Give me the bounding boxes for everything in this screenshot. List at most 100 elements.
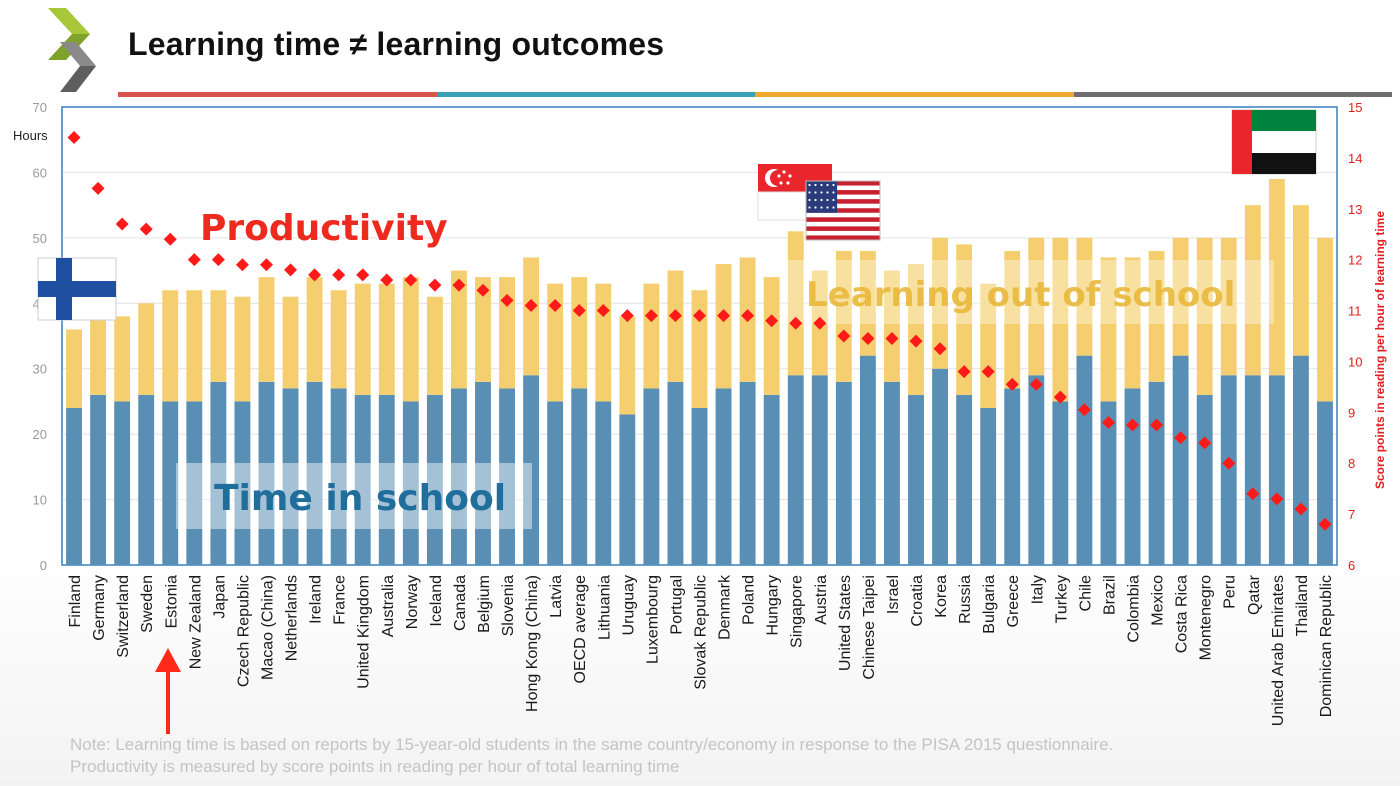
right-axis-tick-label: 8 [1348, 456, 1355, 471]
productivity-marker [813, 316, 827, 330]
category-label: Chinese Taipei [861, 575, 878, 680]
productivity-marker [789, 316, 803, 330]
bar-time-in-school [1220, 375, 1237, 565]
productivity-marker [1222, 456, 1236, 470]
bar-learning-out-of-school [643, 283, 660, 389]
left-axis-tick-label: 20 [33, 427, 47, 442]
category-label: Mexico [1150, 575, 1167, 626]
right-axis-tick-label: 10 [1348, 354, 1362, 369]
bar-time-in-school [499, 388, 515, 565]
productivity-marker [644, 309, 658, 323]
bar-time-in-school [1292, 355, 1309, 565]
oecd-logo [48, 8, 96, 92]
title-underline [118, 92, 1392, 97]
bar-learning-out-of-school [932, 237, 949, 369]
bar-learning-out-of-school [691, 290, 708, 408]
bar-learning-out-of-school [787, 231, 804, 376]
productivity-marker [1101, 416, 1115, 430]
right-axis-tick-label: 6 [1348, 558, 1355, 573]
bar-learning-out-of-school [1172, 237, 1189, 356]
bar-time-in-school [595, 401, 612, 565]
category-label: United States [837, 575, 854, 671]
category-label: Czech Republic [235, 575, 252, 687]
bar-learning-out-of-school [1076, 237, 1093, 356]
bar-learning-out-of-school [1196, 237, 1213, 395]
bar-time-in-school [619, 414, 636, 565]
bar-learning-out-of-school [1052, 237, 1069, 402]
bar-learning-out-of-school [715, 264, 732, 389]
bar-time-in-school [354, 394, 371, 565]
category-label: Bulgaria [981, 575, 998, 634]
bar-learning-out-of-school [499, 277, 515, 389]
bar-learning-out-of-school [138, 303, 155, 395]
category-label: France [332, 575, 349, 625]
bar-time-in-school [715, 388, 732, 565]
bar-time-in-school [787, 375, 804, 565]
bar-time-in-school [1124, 388, 1141, 565]
bar-learning-out-of-school [956, 244, 973, 395]
left-axis-tick-label: 0 [40, 558, 47, 573]
productivity-marker [452, 278, 466, 292]
category-label: OECD average [572, 575, 589, 684]
bar-learning-out-of-school [450, 270, 467, 389]
category-label: Iceland [428, 575, 445, 627]
bar-learning-out-of-school [162, 290, 179, 402]
bar-time-in-school [691, 407, 708, 565]
right-axis-tick-label: 11 [1348, 304, 1362, 319]
productivity-marker [933, 342, 947, 356]
category-label: Croatia [909, 575, 926, 627]
category-label: Switzerland [115, 575, 132, 658]
productivity-marker [1174, 431, 1188, 445]
productivity-marker [211, 253, 225, 267]
bar-learning-out-of-school [1028, 237, 1045, 376]
bar-learning-out-of-school [210, 290, 227, 382]
category-label: Korea [933, 575, 950, 618]
category-label: Norway [404, 575, 421, 629]
title-underline-segment-orange [755, 92, 1074, 97]
productivity-marker [163, 232, 177, 246]
category-label: Turkey [1053, 575, 1070, 623]
time-in-school-box [176, 463, 532, 529]
category-label: Ireland [308, 575, 325, 624]
productivity-marker [332, 268, 346, 282]
productivity-marker [139, 222, 153, 236]
bar-learning-out-of-school [90, 316, 107, 395]
bar-learning-out-of-school [1004, 250, 1021, 389]
category-label: Denmark [717, 574, 734, 640]
productivity-marker [259, 258, 273, 272]
bar-time-in-school [186, 401, 203, 565]
bar-time-in-school [1100, 401, 1117, 565]
category-label: Luxembourg [644, 575, 661, 664]
productivity-marker [957, 365, 971, 379]
category-label: Hungary [765, 575, 782, 635]
productivity-marker [308, 268, 322, 282]
category-label: Macao (China) [259, 575, 276, 680]
category-label: Slovak Republic [693, 575, 710, 690]
bar-time-in-school [402, 401, 419, 565]
bar-learning-out-of-school [1268, 178, 1285, 376]
bar-learning-out-of-school [547, 283, 564, 402]
bar-time-in-school [282, 388, 299, 565]
productivity-marker [524, 298, 538, 312]
category-label: Chile [1077, 575, 1094, 612]
bar-time-in-school [210, 381, 227, 565]
category-label: Uruguay [620, 575, 637, 635]
category-label: Montenegro [1198, 575, 1215, 660]
footnote-line-1: Note: Learning time is based on reports … [70, 735, 1114, 754]
category-label: Netherlands [284, 575, 301, 661]
category-label: Finland [67, 575, 84, 627]
productivity-marker [765, 314, 779, 328]
bar-learning-out-of-school [66, 329, 82, 408]
category-label: Germany [91, 575, 108, 641]
productivity-marker [428, 278, 442, 292]
right-axis-tick-label: 13 [1348, 202, 1362, 217]
category-label: Canada [452, 575, 469, 631]
bar-time-in-school [258, 381, 275, 565]
productivity-marker [1077, 403, 1091, 417]
left-axis-ticks: 010203040506070 [33, 100, 47, 573]
left-axis-label: Hours [13, 128, 48, 143]
bar-learning-out-of-school [1292, 205, 1309, 356]
category-label: Estonia [163, 575, 180, 628]
productivity-marker [741, 309, 755, 323]
